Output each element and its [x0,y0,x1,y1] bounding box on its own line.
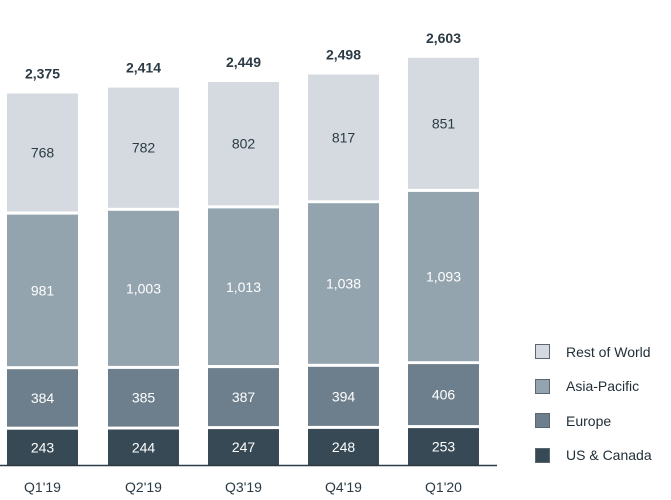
legend-swatch [535,344,550,359]
legend-swatch [535,378,550,394]
legend-swatch [535,447,550,463]
data-label: 851 [432,115,456,131]
data-label: 384 [31,390,55,406]
data-label: 802 [232,136,256,152]
legend-label: Europe [566,412,612,429]
bar-segment-europe [7,369,78,427]
x-tick-label: Q4'19 [325,479,362,495]
data-label: 406 [432,387,456,403]
bar-segment-europe [308,366,379,426]
legend-item-us-canada: US & Canada [535,447,671,464]
legend-item-europe: Europe [535,412,671,429]
bar-segment-asia-pacific [208,208,279,365]
bar-segment-rest-of-world [108,87,179,208]
bar-segment-rest-of-world [308,74,379,201]
data-label: 253 [432,439,456,455]
x-tick-label: Q2'19 [125,479,162,495]
bar-segment-rest-of-world [408,57,479,189]
bar-segment-asia-pacific [7,214,78,367]
legend-label: Asia-Pacific [566,378,640,394]
legend-item-asia-pacific: Asia-Pacific [535,378,671,395]
x-tick-label: Q1'20 [425,479,462,495]
data-label: 1,038 [326,276,361,292]
legend-label: Rest of World [566,343,651,360]
x-tick-label: Q3'19 [225,479,262,495]
legend-item-rest-of-world: Rest of World [535,343,671,360]
data-label: 768 [31,145,55,161]
legend: Rest of World Asia-Pacific Europe US & Cana… [535,343,671,481]
data-label: 248 [332,439,356,455]
bar-segment-us-canada [408,428,479,465]
bar-segment-us-canada [308,428,379,465]
bar-segment-rest-of-world [7,93,78,212]
x-tick-label: Q1'19 [24,479,61,495]
total-label: 2,414 [126,60,161,76]
data-label: 244 [132,439,156,455]
bar-segment-us-canada [208,429,279,465]
bar-segment-asia-pacific [408,191,479,362]
bar-segment-asia-pacific [108,210,179,366]
data-label: 394 [332,388,356,404]
data-label: 782 [132,140,156,156]
bar-segment-europe [408,364,479,426]
legend-label: US & Canada [566,447,652,463]
bar-segment-asia-pacific [308,203,379,364]
data-label: 817 [332,129,356,145]
bar-segment-us-canada [108,429,179,465]
data-label: 1,013 [226,279,261,295]
legend-swatch [535,413,550,428]
total-label: 2,603 [426,30,461,46]
bar-segment-europe [208,368,279,427]
data-label: 243 [31,439,55,455]
data-label: 387 [232,389,256,405]
total-label: 2,375 [25,66,60,82]
data-label: 981 [31,282,55,298]
bar-segment-us-canada [7,429,78,465]
data-label: 1,003 [126,280,161,296]
total-label: 2,498 [326,47,361,63]
data-label: 1,093 [426,269,461,285]
data-label: 247 [232,439,256,455]
bar-segment-europe [108,368,179,427]
total-label: 2,449 [226,54,261,70]
data-label: 385 [132,390,156,406]
bar-segment-rest-of-world [208,82,279,206]
